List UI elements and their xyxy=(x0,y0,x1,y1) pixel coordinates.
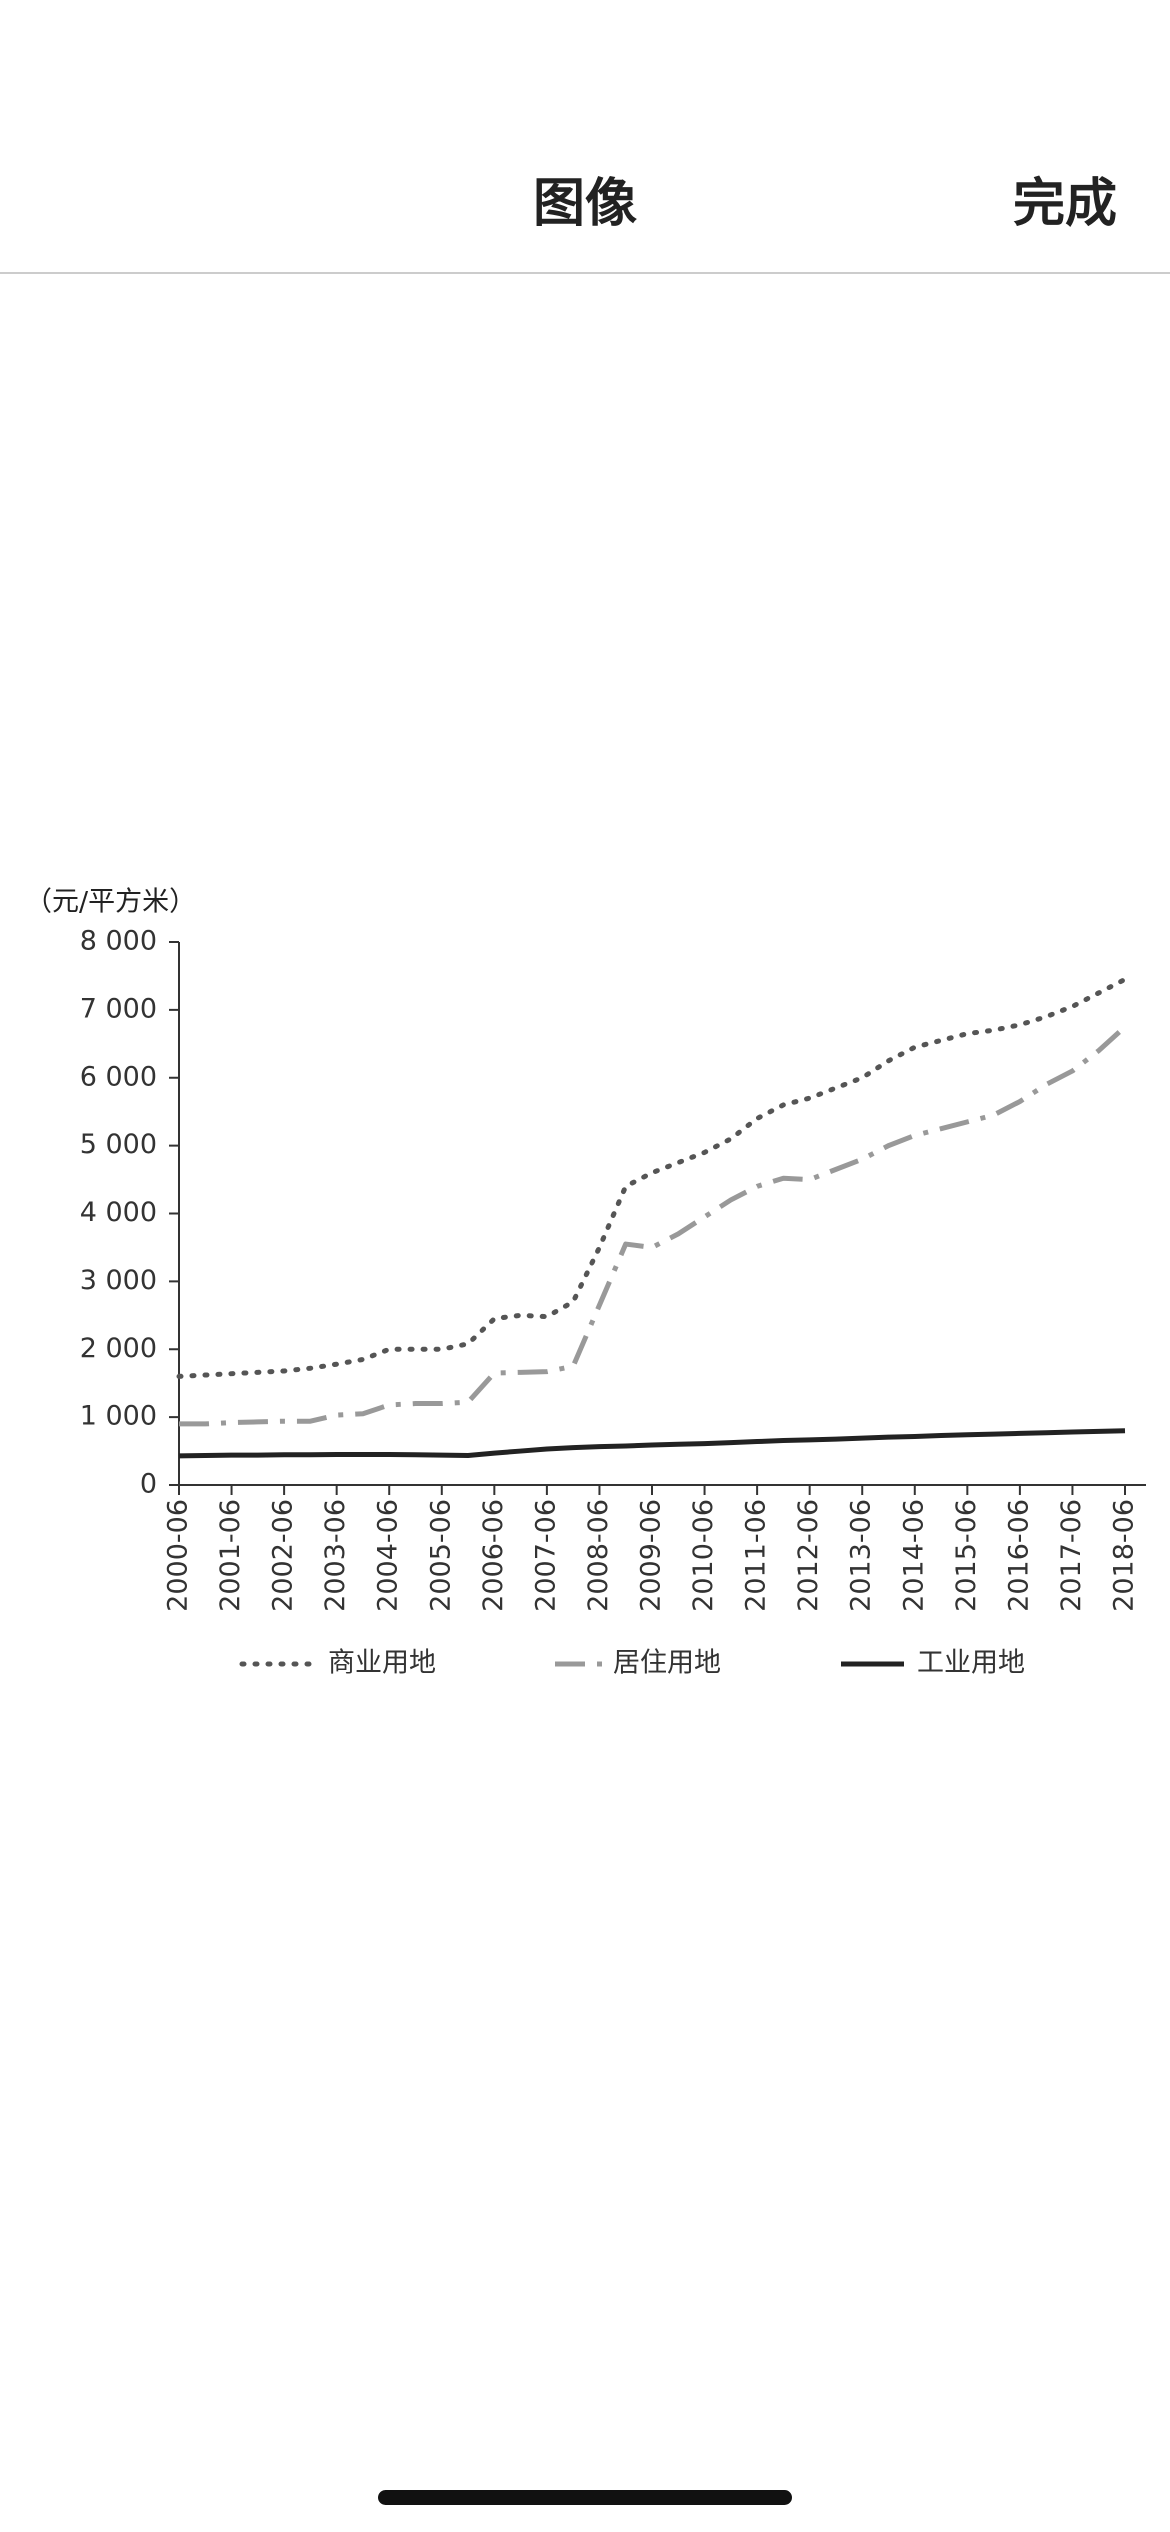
home-indicator xyxy=(378,2490,792,2505)
header-title: 图像 xyxy=(533,174,637,234)
x-tick-label: 2017-06 xyxy=(1056,1499,1087,1612)
x-tick-label: 2016-06 xyxy=(1003,1499,1034,1612)
x-tick-label: 2012-06 xyxy=(793,1499,824,1612)
x-tick-label: 2000-06 xyxy=(163,1499,194,1612)
done-button[interactable]: 完成 xyxy=(1013,174,1117,234)
x-tick-label: 2008-06 xyxy=(583,1499,614,1612)
x-tick-label: 2010-06 xyxy=(688,1499,719,1612)
series-line xyxy=(178,1428,1126,1459)
legend-label: 工业用地 xyxy=(917,1648,1025,1679)
x-tick-label: 2014-06 xyxy=(898,1499,929,1612)
x-tick-label: 2015-06 xyxy=(951,1499,982,1612)
y-tick-label: 6 000 xyxy=(80,1061,157,1092)
y-tick-label: 7 000 xyxy=(80,993,157,1024)
y-tick-label: 3 000 xyxy=(80,1265,157,1296)
y-tick-label: 0 xyxy=(140,1469,157,1500)
x-tick-label: 2002-06 xyxy=(268,1499,299,1612)
legend-label: 商业用地 xyxy=(328,1648,436,1679)
x-tick-label: 2005-06 xyxy=(425,1499,456,1612)
y-tick-label: 5 000 xyxy=(80,1129,157,1160)
y-tick-label: 8 000 xyxy=(80,926,157,957)
x-tick-label: 2007-06 xyxy=(530,1499,561,1612)
y-axis-label: （元/平方米） xyxy=(25,887,196,918)
series-line xyxy=(176,976,1128,1379)
y-tick-label: 4 000 xyxy=(80,1197,157,1228)
x-tick-label: 2003-06 xyxy=(320,1499,351,1612)
series-line xyxy=(179,1024,1127,1427)
x-tick-label: 2006-06 xyxy=(478,1499,509,1612)
y-tick-label: 2 000 xyxy=(80,1333,157,1364)
x-tick-label: 2004-06 xyxy=(373,1499,404,1612)
x-tick-label: 2009-06 xyxy=(636,1499,667,1612)
x-tick-label: 2001-06 xyxy=(215,1499,246,1612)
x-tick-label: 2013-06 xyxy=(846,1499,877,1612)
y-tick-label: 1 000 xyxy=(80,1401,157,1432)
x-tick-label: 2018-06 xyxy=(1109,1499,1140,1612)
x-tick-label: 2011-06 xyxy=(741,1499,772,1612)
legend-label: 居住用地 xyxy=(613,1648,721,1679)
